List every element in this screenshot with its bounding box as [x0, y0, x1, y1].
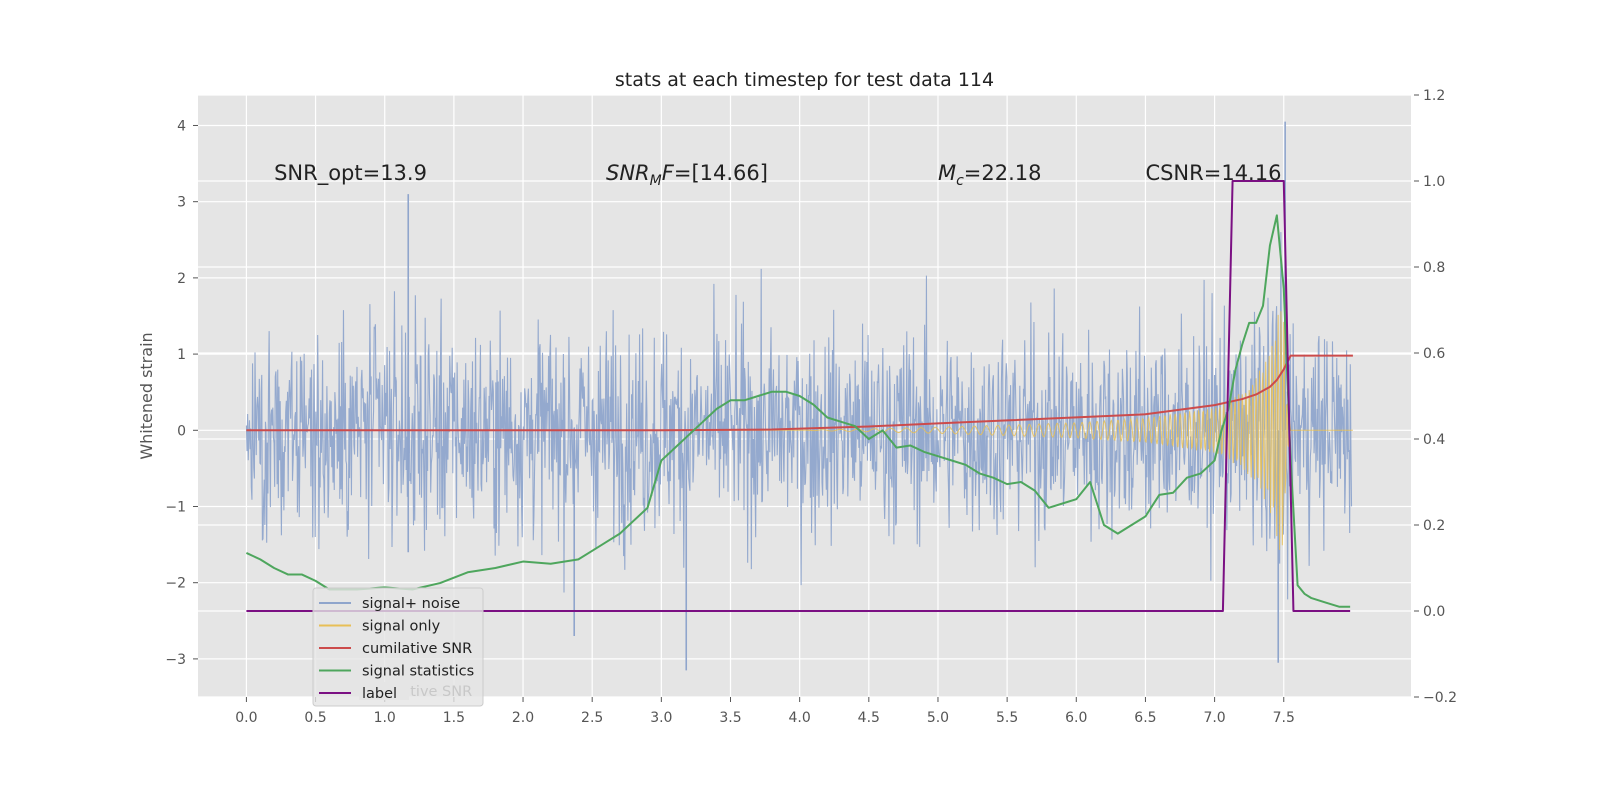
x-tick-label: 0.0: [235, 710, 257, 726]
y2-tick-label: 0.6: [1423, 346, 1445, 362]
x-axis: 0.0 0.5 1.0 1.5 2.0 2.5 3.0 3.5 4.0 4.5 5.0 5.5 6.0 6…: [235, 697, 1295, 726]
annotation-snr-opt: SNR_opt=13.9: [274, 161, 427, 186]
annotation-csnr: CSNR=14.16: [1145, 161, 1281, 185]
x-tick-label: 5.0: [927, 710, 949, 726]
annotation-snr-mf-f: F: [662, 161, 675, 185]
annotation-snr-mf-main: SNR: [606, 161, 650, 185]
x-tick-label: 3.5: [719, 710, 741, 726]
y2-tick-label: 0.0: [1423, 604, 1445, 620]
x-tick-label: 4.5: [858, 710, 880, 726]
x-tick-label: 7.0: [1203, 710, 1225, 726]
series-label: [246, 180, 1351, 612]
data-layer: [245, 121, 1353, 671]
annotation-chirp-mass: Mc=22.18: [938, 161, 1042, 189]
y2-tick-label: 0.4: [1423, 432, 1445, 448]
legend-box: [312, 587, 484, 707]
series-signal-statistics: [245, 214, 1351, 608]
y-tick-label: 3: [177, 195, 186, 211]
annotation-snr-mf-sub: M: [650, 173, 662, 189]
y-tick-label: 2: [177, 271, 186, 287]
x-tick-label: 5.5: [996, 710, 1018, 726]
y-tick-label: 0: [177, 423, 186, 439]
right-y-axis: −0.2 0.0 0.2 0.4 0.6 0.8 1.0 1.2: [1414, 88, 1457, 706]
x-tick-label: 6.0: [1065, 710, 1087, 726]
y2-tick-label: 1.2: [1423, 88, 1445, 104]
left-y-axis: −3 −2 −1 0 1 2 3 4: [165, 118, 198, 668]
x-tick-label: 2.5: [581, 710, 603, 726]
y2-tick-label: −0.2: [1423, 690, 1457, 706]
series-signal-plus-noise: [245, 232, 1353, 600]
y-axis-label: Whitened strain: [137, 332, 156, 459]
annotation-mc-sub: c: [956, 173, 964, 189]
x-tick-label: 1.0: [374, 710, 396, 726]
legend-entry-label: signal+ noise: [362, 596, 460, 612]
annotation-mc-main: M: [938, 161, 956, 185]
x-tick-label: 3.0: [650, 710, 672, 726]
annotation-snr-mf-value: =[14.66]: [674, 161, 768, 185]
annotation-snr-mf: SNRMF=[14.66]: [606, 161, 768, 189]
x-tick-label: 0.5: [304, 710, 326, 726]
y-tick-label: −3: [165, 652, 186, 668]
legend-entry-label: signal statistics: [362, 664, 474, 680]
legend-entry-label: cumilative SNR: [362, 641, 472, 657]
series-cumilative-snr: [246, 354, 1353, 432]
x-tick-label: 4.0: [789, 710, 811, 726]
x-tick-label: 2.0: [512, 710, 534, 726]
y-tick-label: 1: [177, 347, 186, 363]
legend-entry-label: label: [362, 686, 397, 702]
y-tick-label: 4: [177, 118, 186, 134]
annotation-mc-value: =22.18: [964, 161, 1042, 185]
legend-ghost-mask: [359, 682, 409, 700]
x-tick-label: 1.5: [443, 710, 465, 726]
x-tick-label: 6.5: [1134, 710, 1156, 726]
y-tick-label: −1: [165, 499, 186, 515]
y2-tick-label: 1.0: [1423, 174, 1445, 190]
x-tick-label: 7.5: [1273, 710, 1295, 726]
y2-tick-label: 0.8: [1423, 260, 1445, 276]
legend-entry-label: signal only: [362, 619, 441, 635]
chart-title: stats at each timestep for test data 114: [615, 69, 994, 91]
y-tick-label: −2: [165, 576, 186, 592]
y2-tick-label: 0.2: [1423, 518, 1445, 534]
